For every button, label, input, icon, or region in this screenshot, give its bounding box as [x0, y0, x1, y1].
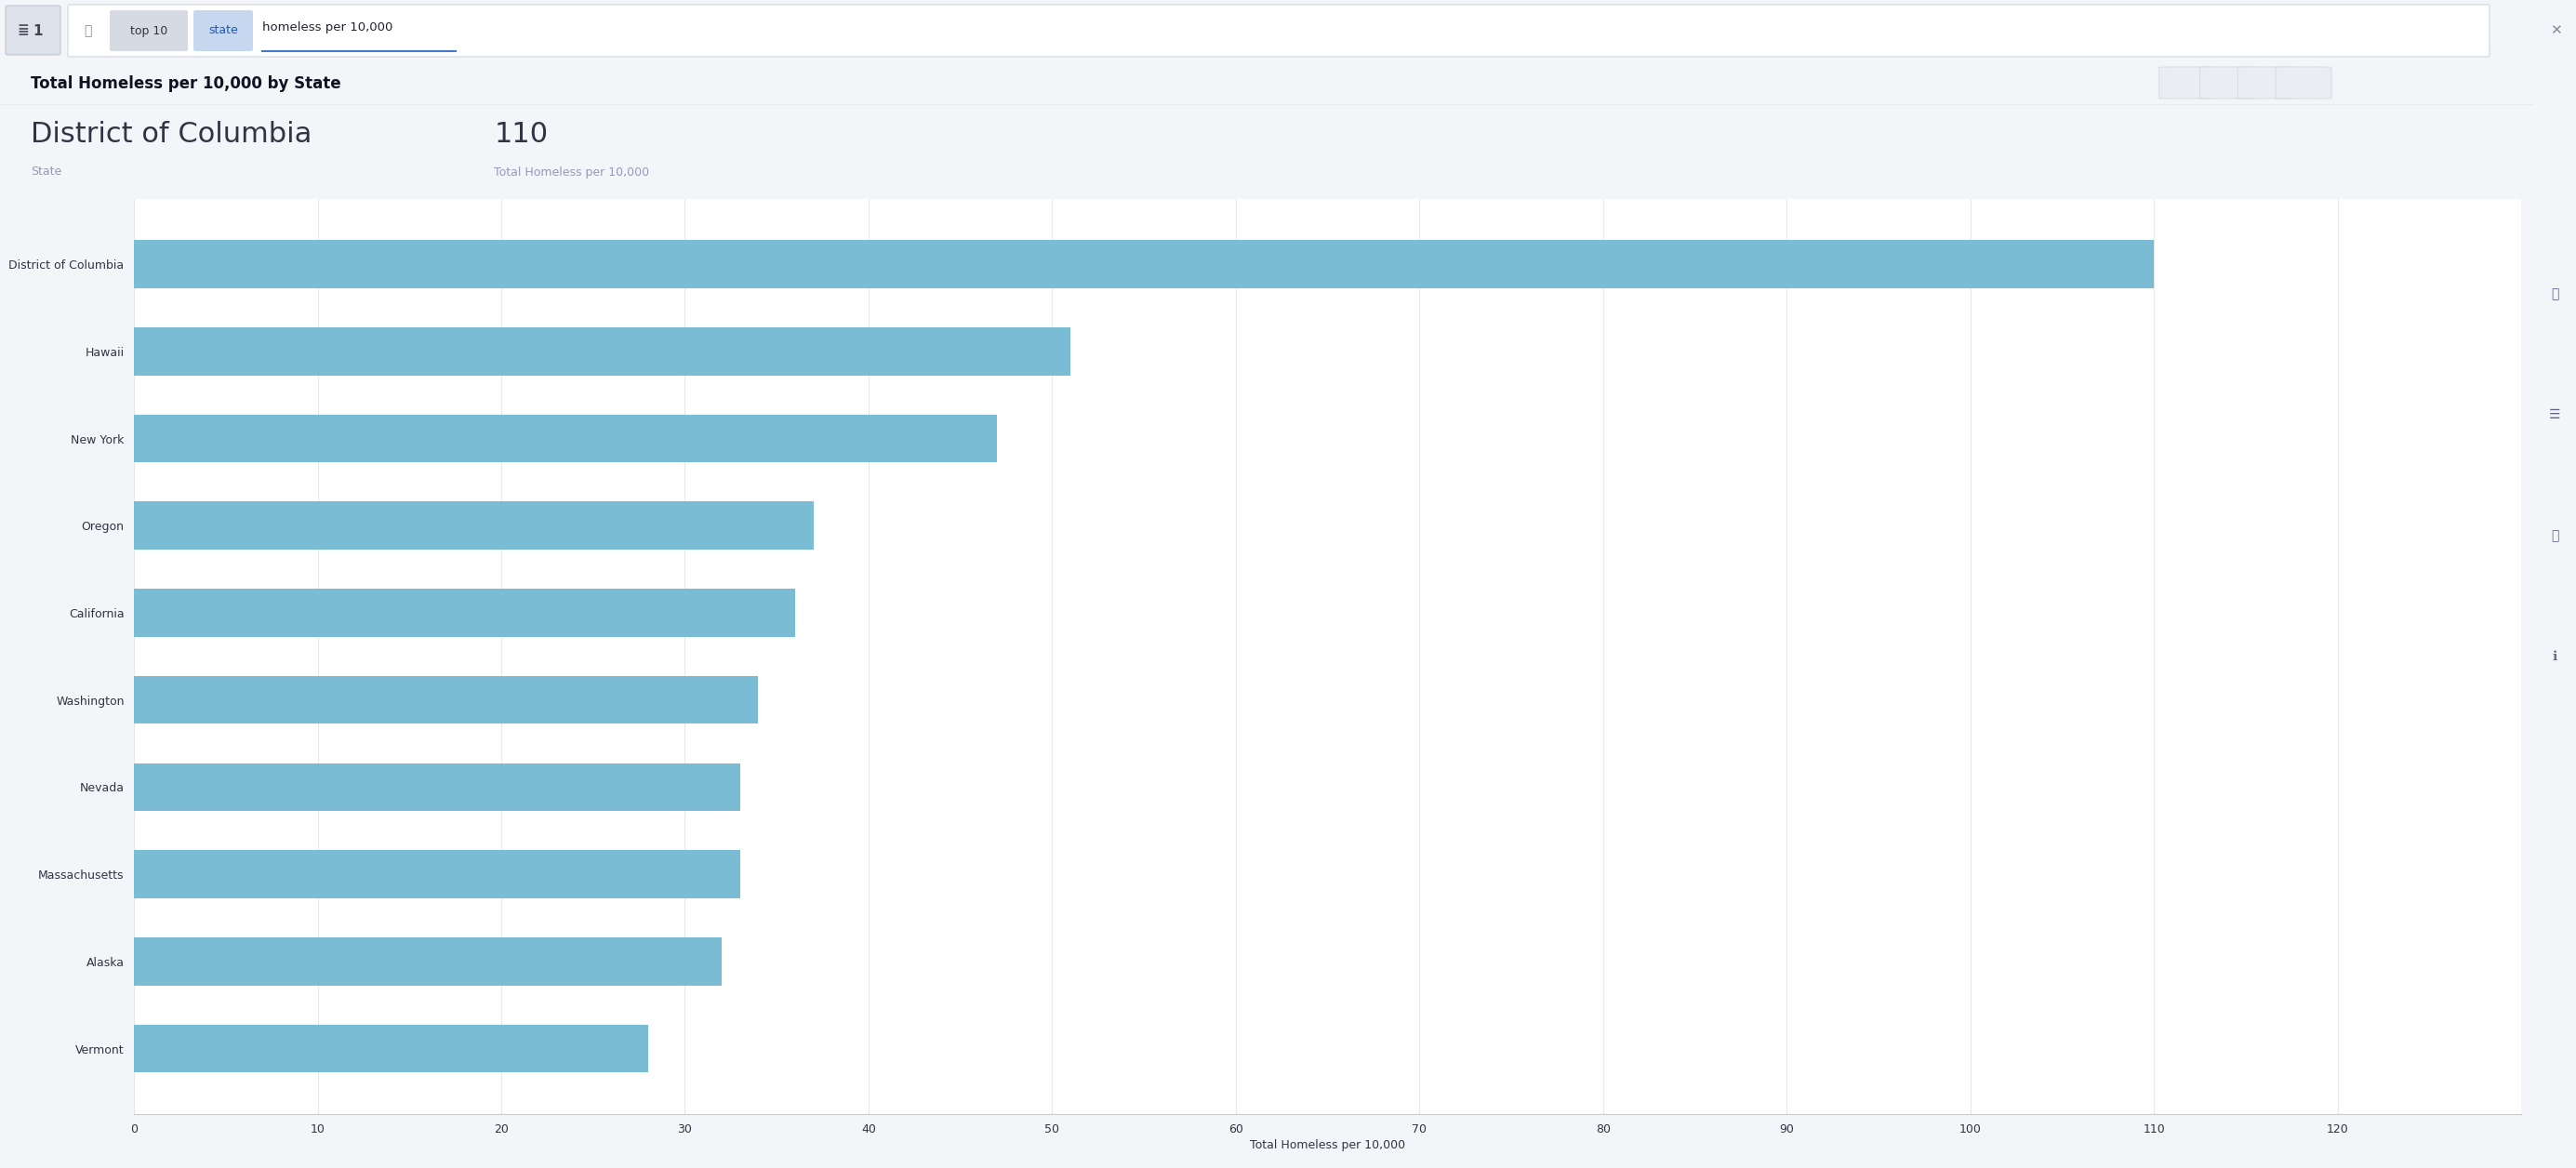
FancyBboxPatch shape [111, 11, 188, 51]
Text: Total Homeless per 10,000 by State: Total Homeless per 10,000 by State [31, 75, 340, 92]
Text: District of Columbia: District of Columbia [31, 121, 312, 148]
Text: ℹ: ℹ [2553, 651, 2558, 663]
Text: ✕: ✕ [2550, 23, 2561, 37]
FancyBboxPatch shape [2275, 67, 2331, 98]
Text: 📌: 📌 [2550, 529, 2558, 542]
FancyBboxPatch shape [5, 6, 59, 55]
FancyBboxPatch shape [2200, 67, 2257, 98]
Text: homeless per 10,000: homeless per 10,000 [263, 21, 392, 33]
Text: 110: 110 [495, 121, 549, 148]
Text: 📊: 📊 [2550, 287, 2558, 300]
Text: Total Homeless per 10,000: Total Homeless per 10,000 [495, 166, 649, 178]
Text: ≣: ≣ [15, 23, 28, 37]
Bar [134, 589, 796, 637]
Text: ☰: ☰ [2548, 409, 2561, 422]
Bar [134, 327, 1072, 375]
FancyBboxPatch shape [2239, 67, 2293, 98]
Bar [134, 676, 757, 724]
Text: 1: 1 [33, 23, 41, 37]
Text: state: state [209, 25, 237, 36]
FancyBboxPatch shape [2159, 67, 2215, 98]
Text: State: State [31, 166, 62, 178]
Bar [134, 850, 739, 898]
Bar [134, 415, 997, 463]
FancyBboxPatch shape [67, 5, 2488, 57]
X-axis label: Total Homeless per 10,000: Total Homeless per 10,000 [1249, 1139, 1406, 1152]
Text: 🔍: 🔍 [82, 25, 93, 37]
Bar [134, 938, 721, 986]
Bar [134, 1024, 649, 1072]
Bar [134, 241, 2154, 288]
Bar [134, 501, 814, 550]
Bar [134, 763, 739, 811]
Text: top 10: top 10 [129, 25, 167, 36]
FancyBboxPatch shape [193, 11, 252, 51]
